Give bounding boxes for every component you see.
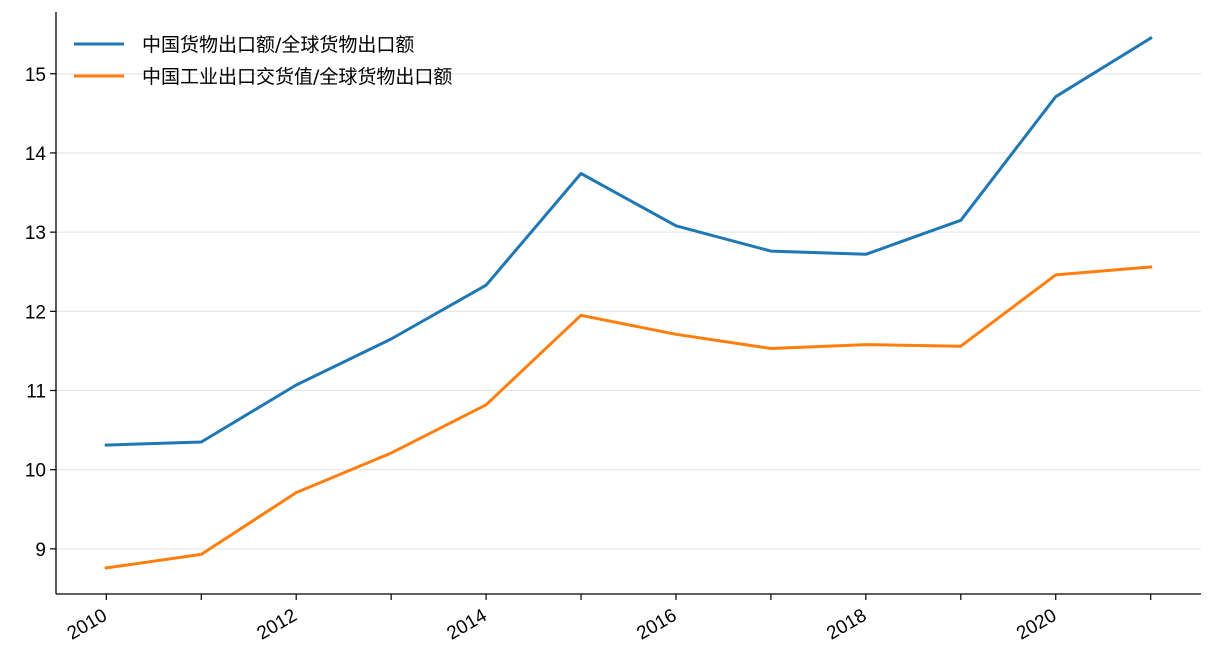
x-tick-label: 2012 <box>254 605 301 644</box>
y-tick-label: 13 <box>25 223 46 244</box>
legend-label-1: 中国货物出口额/全球货物出口额 <box>142 34 414 56</box>
legend-label-2: 中国工业出口交货值/全球货物出口额 <box>142 66 452 88</box>
axes <box>55 12 1201 595</box>
y-tick-label: 15 <box>25 65 46 86</box>
y-tick-label: 11 <box>26 381 46 402</box>
y-tick-label: 10 <box>25 461 46 482</box>
series-line-1 <box>104 36 1153 447</box>
y-tick-label: 9 <box>35 540 46 561</box>
x-tick-label: 2020 <box>1013 605 1060 644</box>
x-tick-label: 2010 <box>64 605 111 644</box>
x-axis-ticks: 2010 2012 2014 2016 2018 2020 <box>64 594 1152 645</box>
series-line-2 <box>104 265 1153 570</box>
x-tick-label: 2016 <box>633 605 680 644</box>
x-tick-label: 2014 <box>443 605 490 645</box>
series-lines <box>104 36 1153 570</box>
y-tick-label: 12 <box>25 302 46 323</box>
y-tick-label: 14 <box>25 144 47 165</box>
y-axis-ticks: 9 10 11 12 13 14 15 <box>25 65 56 561</box>
x-tick-label: 2018 <box>823 605 870 644</box>
gridlines <box>56 73 1201 550</box>
